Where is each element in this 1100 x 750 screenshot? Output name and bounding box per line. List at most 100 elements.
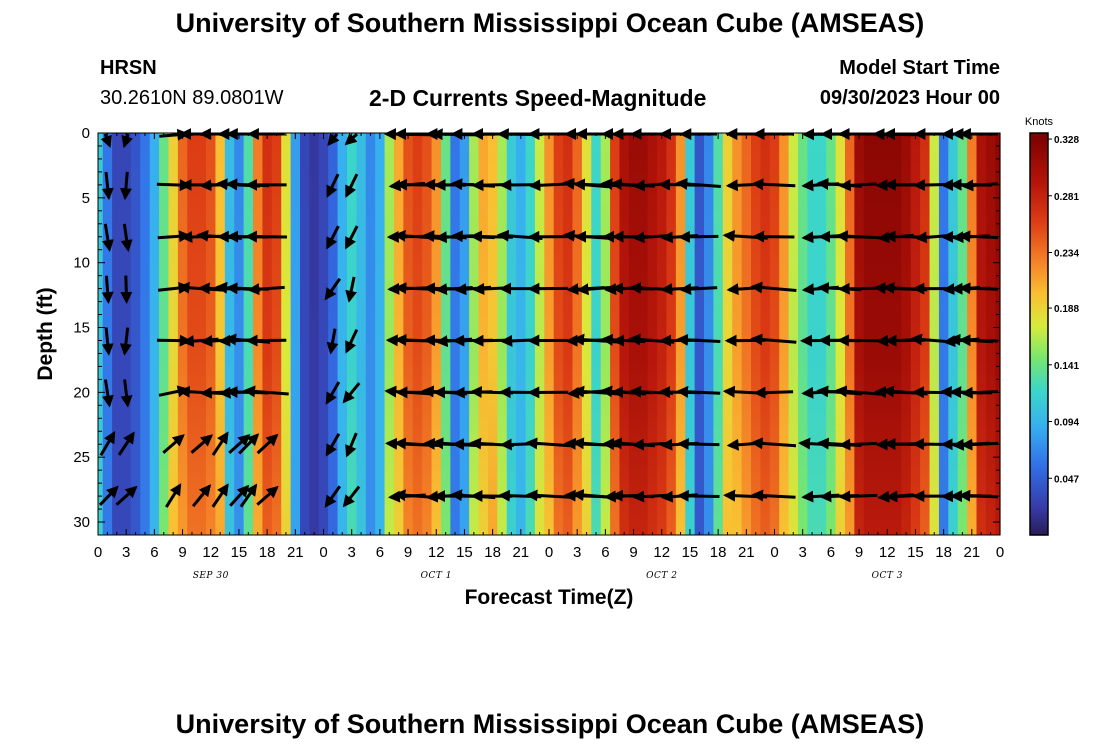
current-vector (676, 333, 721, 346)
speed-column (882, 133, 893, 535)
current-vector (960, 438, 999, 451)
speed-column (779, 133, 790, 535)
current-vector (838, 179, 877, 192)
speed-column (610, 133, 621, 535)
speed-heatmap (98, 133, 1001, 535)
speed-column (300, 133, 311, 535)
x-tick-label: 15 (907, 544, 924, 561)
current-vector (326, 225, 340, 250)
y-tick-label: 15 (73, 320, 90, 337)
x-axis-ticks: 0 3 6 9 12 15 18 21 0 3 6 9 12 15 18 21 0 3 6 9 12 15 18 21 0 3 6 9… (94, 133, 1004, 581)
current-vector (344, 225, 359, 250)
speed-column (985, 133, 996, 535)
current-vector (102, 223, 114, 252)
current-vector (325, 381, 341, 405)
speed-column (168, 133, 179, 535)
current-vector (100, 133, 112, 149)
speed-column (375, 133, 386, 535)
date-label: OCT 2 (646, 571, 677, 581)
current-vector (117, 431, 135, 456)
current-vector (101, 275, 114, 304)
y-tick-label: 30 (73, 514, 90, 531)
x-tick-label: 15 (682, 544, 699, 561)
speed-column (844, 133, 855, 535)
current-vector (525, 489, 571, 502)
colorbar-tick-label: 0.141 (1054, 361, 1079, 372)
speed-column (140, 133, 151, 535)
speed-column (384, 133, 395, 535)
speed-column (112, 133, 123, 535)
speed-column (628, 133, 639, 535)
speed-column (957, 133, 968, 535)
speed-column (318, 133, 329, 535)
speed-column (619, 133, 630, 535)
x-tick-label: 12 (653, 544, 670, 561)
x-tick-label: 0 (319, 544, 327, 561)
speed-column (901, 133, 912, 535)
speed-column (365, 133, 376, 535)
speed-column (920, 133, 931, 535)
speed-column (506, 133, 517, 535)
speed-column (262, 133, 273, 535)
x-tick-label: 6 (601, 544, 609, 561)
speed-column (760, 133, 771, 535)
current-vector (191, 484, 212, 508)
speed-column (412, 133, 423, 535)
current-vector (345, 173, 359, 198)
current-vector (958, 230, 999, 243)
speed-column (835, 133, 846, 535)
current-vector (958, 489, 999, 502)
current-vector (101, 379, 114, 408)
current-vector (101, 171, 114, 201)
current-vector (961, 179, 999, 192)
current-vector (676, 489, 720, 502)
speed-column (149, 133, 160, 535)
speed-column (534, 133, 545, 535)
speed-column (591, 133, 602, 535)
y-tick-label: 5 (82, 190, 90, 207)
current-vector (752, 230, 795, 243)
current-vector (238, 433, 260, 455)
speed-column (215, 133, 226, 535)
current-vector (324, 277, 342, 301)
x-tick-label: 18 (935, 544, 952, 561)
current-vector (837, 282, 879, 295)
y-axis-ticks: 0 5 10 15 20 25 30 (73, 125, 1000, 536)
current-vector (121, 133, 133, 149)
y-tick-label: 25 (73, 449, 90, 466)
speed-column (224, 133, 235, 535)
speed-column (159, 133, 170, 535)
speed-column (309, 133, 320, 535)
current-vector (751, 489, 796, 502)
x-tick-label: 6 (827, 544, 835, 561)
chart-title: University of Southern Mississippi Ocean… (175, 8, 925, 38)
current-vector (345, 328, 359, 354)
current-vector (256, 485, 279, 506)
current-vector (211, 483, 229, 508)
speed-column (478, 133, 489, 535)
speed-column (694, 133, 705, 535)
current-vector (229, 484, 250, 507)
x-tick-label: 15 (231, 544, 248, 561)
colorbar-tick-label: 0.281 (1054, 192, 1079, 203)
current-vector (753, 386, 794, 399)
speed-column (732, 133, 743, 535)
current-vector (838, 490, 878, 503)
current-vector (325, 433, 341, 457)
current-vector (245, 334, 287, 347)
speed-column (459, 133, 470, 535)
x-tick-label: 3 (799, 544, 807, 561)
speed-column (130, 133, 141, 535)
speed-column (769, 133, 780, 535)
speed-column (788, 133, 799, 535)
speed-column (910, 133, 921, 535)
colorbar-tick-label: 0.328 (1054, 135, 1079, 146)
speed-column (797, 133, 808, 535)
x-tick-label: 0 (545, 544, 553, 561)
speed-column (572, 133, 583, 535)
x-tick-label: 3 (122, 544, 130, 561)
current-vector (676, 385, 721, 398)
current-vector (239, 483, 258, 508)
current-vector (750, 333, 797, 346)
current-vector (228, 434, 251, 455)
